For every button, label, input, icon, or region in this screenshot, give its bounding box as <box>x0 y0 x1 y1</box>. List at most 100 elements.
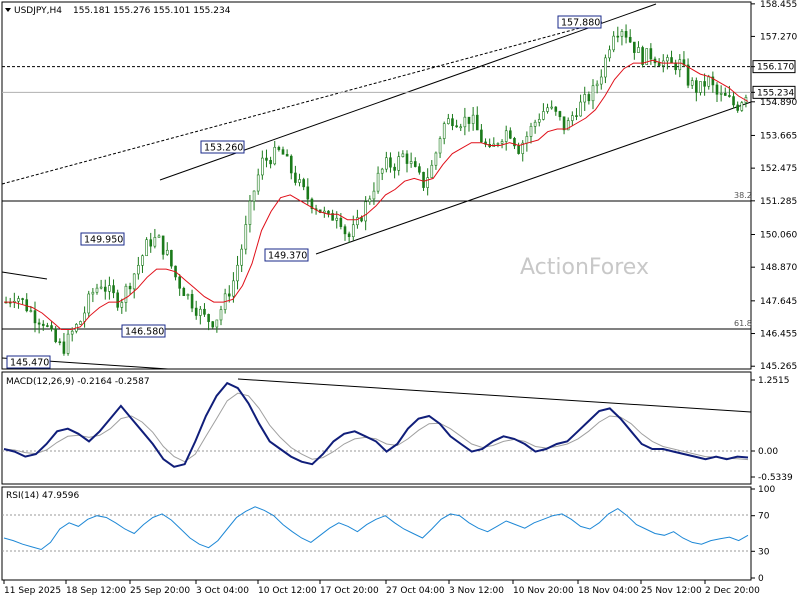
candle-body <box>703 81 706 87</box>
candle-body <box>29 310 33 312</box>
candle-body <box>616 35 620 38</box>
time-tick-label: 10 Nov 20:00 <box>513 586 574 596</box>
dropdown-triangle-icon[interactable] <box>5 8 11 12</box>
candle-body <box>37 322 41 325</box>
candle-body <box>99 286 103 289</box>
candle-body <box>203 308 206 315</box>
price-tick-label: 150.060 <box>760 230 797 240</box>
candle-body <box>637 47 640 53</box>
candle-body <box>227 293 231 297</box>
candle-body <box>517 145 520 154</box>
candle-body <box>413 161 417 167</box>
candle-body <box>645 48 649 65</box>
candle-body <box>310 198 314 210</box>
candle-body <box>62 341 66 354</box>
candle-body <box>550 106 553 109</box>
rsi-tick-label: 100 <box>758 485 775 495</box>
candle-body <box>368 198 372 203</box>
price-tick-label: 146.455 <box>760 330 797 340</box>
swing-label: 146.580 <box>125 327 164 338</box>
candle-body <box>87 293 91 314</box>
candle-body <box>393 166 396 171</box>
candle-body <box>128 285 132 290</box>
price-panel-frame <box>1 1 752 370</box>
candle-body <box>33 310 37 324</box>
candle-body <box>475 114 479 131</box>
macd-trendline <box>237 378 752 413</box>
candle-body <box>442 123 446 139</box>
candle-body <box>141 255 144 266</box>
candle-body <box>732 96 735 106</box>
candle-body <box>178 276 181 289</box>
candle-body <box>723 93 727 96</box>
candle-body <box>347 233 351 238</box>
candle-body <box>207 314 210 322</box>
candle-body <box>116 292 119 308</box>
candle-body <box>500 141 504 144</box>
time-tick-label: 2 Dec 20:00 <box>705 586 760 596</box>
candle-body <box>211 321 215 328</box>
candle-body <box>232 280 235 297</box>
candle-body <box>711 76 715 86</box>
candle-body <box>525 136 529 144</box>
candle-body <box>248 200 252 225</box>
candle-body <box>579 101 582 117</box>
candle-body <box>289 155 293 174</box>
candle-body <box>157 235 161 238</box>
candle-body <box>17 298 20 302</box>
candle-body <box>529 125 533 137</box>
candle-body <box>108 285 111 292</box>
candle-body <box>190 294 194 309</box>
candle-body <box>455 125 458 128</box>
time-tick-label: 3 Oct 04:00 <box>196 586 249 596</box>
candle-body <box>132 273 136 290</box>
candle-body <box>124 285 128 303</box>
price-axis: 158.455 157.270 154.890 153.665 152.475 151.2… <box>751 0 797 372</box>
macd-main-line <box>3 381 749 468</box>
fib-level-label: 38.2 <box>734 191 752 200</box>
macd-tick-label: -0.5339 <box>758 473 793 483</box>
candle-body <box>256 174 260 192</box>
candle-body <box>331 213 334 221</box>
candle-body <box>690 80 694 86</box>
candle-body <box>236 264 239 282</box>
macd-title: MACD(12,26,9) -0.2164 -0.2587 <box>6 377 150 387</box>
candle-body <box>401 153 405 157</box>
channel-lower <box>315 101 752 255</box>
candle-body <box>269 160 272 165</box>
candle-body <box>624 31 628 38</box>
candle-body <box>513 138 516 147</box>
candle-body <box>608 49 611 59</box>
price-tick-label: 153.665 <box>760 131 797 141</box>
swing-label-box <box>6 355 51 369</box>
channel-upper-dashed <box>1 21 603 185</box>
candle-body <box>628 36 632 43</box>
candle-body <box>649 48 653 60</box>
candle-body <box>434 152 438 166</box>
candle-body <box>418 166 421 173</box>
candle-body <box>21 298 24 300</box>
candle-body <box>385 157 388 170</box>
swing-label-box <box>200 140 245 154</box>
candle-body <box>364 201 367 222</box>
time-tick-label: 17 Oct 20:00 <box>320 586 379 596</box>
candle-body <box>261 157 264 176</box>
candle-body <box>79 321 82 325</box>
candle-body <box>194 307 198 316</box>
candle-body <box>571 115 574 121</box>
header-symbol: USDJPY,H4 <box>14 6 62 16</box>
price-tick-label: 151.285 <box>760 197 797 207</box>
candle-body <box>302 179 305 188</box>
candle-body <box>46 325 49 327</box>
candle-body <box>451 118 454 127</box>
time-tick-label: 27 Oct 04:00 <box>386 586 445 596</box>
price-tick-label: 148.870 <box>760 263 797 273</box>
candle-body <box>323 210 326 213</box>
candle-body <box>546 107 549 112</box>
candle-body <box>66 333 70 354</box>
candle-body <box>58 341 62 344</box>
candle-body <box>591 85 595 102</box>
price-tick-label: 152.475 <box>760 164 797 174</box>
candle-body <box>740 102 744 111</box>
